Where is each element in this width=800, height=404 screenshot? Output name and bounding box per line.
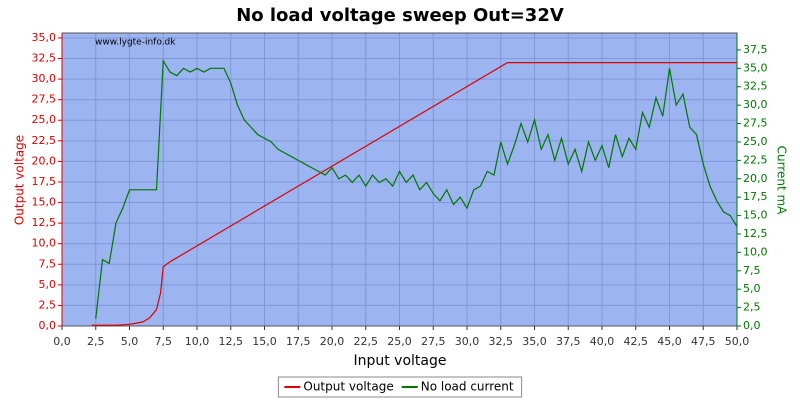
y2-tick-label: 35,0 — [743, 61, 768, 74]
y-tick-label: 12,5 — [32, 216, 57, 229]
x-tick-label: 45,0 — [657, 335, 682, 348]
y-tick-label: 17,5 — [32, 175, 57, 188]
watermark: www.lygte-info.dk — [95, 38, 176, 48]
x-tick-label: 47,5 — [691, 335, 716, 348]
x-tick-label: 17,5 — [286, 335, 311, 348]
y2-tick-label: 5,0 — [743, 282, 761, 295]
x-tick-label: 12,5 — [219, 335, 244, 348]
x-tick-label: 35,0 — [522, 335, 547, 348]
y2-tick-label: 17,5 — [743, 190, 768, 203]
y-tick-label: 2,5 — [39, 298, 57, 311]
legend-label: Output voltage — [303, 380, 393, 394]
x-tick-label: 7,5 — [155, 335, 173, 348]
y-tick-label: 15,0 — [32, 196, 57, 209]
y2-tick-label: 15,0 — [743, 209, 768, 222]
y2-tick-label: 0,0 — [743, 319, 761, 332]
x-tick-label: 5,0 — [121, 335, 139, 348]
y2-tick-label: 27,5 — [743, 117, 768, 130]
legend-box — [277, 376, 523, 398]
y2-axis-label: Current mA — [775, 146, 789, 216]
x-tick-label: 0,0 — [53, 335, 71, 348]
x-tick-label: 42,5 — [624, 335, 649, 348]
y2-tick-label: 37,5 — [743, 43, 768, 56]
x-tick-label: 15,0 — [252, 335, 277, 348]
y-tick-label: 10,0 — [32, 237, 57, 250]
legend-label: No load current — [421, 380, 514, 394]
y2-tick-label: 7,5 — [743, 264, 761, 277]
y2-tick-label: 30,0 — [743, 98, 768, 111]
x-axis-label: Input voltage — [353, 353, 446, 369]
y2-tick-label: 22,5 — [743, 153, 768, 166]
y-tick-label: 20,0 — [32, 154, 57, 167]
y2-tick-label: 12,5 — [743, 227, 768, 240]
y-tick-label: 30,0 — [32, 72, 57, 85]
y-tick-label: 35,0 — [32, 31, 57, 44]
y2-tick-label: 2,5 — [743, 301, 761, 314]
chart-title: No load voltage sweep Out=32V — [236, 5, 564, 26]
x-tick-label: 22,5 — [354, 335, 379, 348]
x-tick-label: 32,5 — [489, 335, 514, 348]
y2-tick-label: 20,0 — [743, 172, 768, 185]
x-tick-label: 30,0 — [455, 335, 480, 348]
y-tick-label: 25,0 — [32, 113, 57, 126]
x-tick-label: 25,0 — [387, 335, 412, 348]
x-tick-label: 20,0 — [320, 335, 345, 348]
y-tick-label: 0,0 — [39, 319, 57, 332]
y2-tick-label: 10,0 — [743, 245, 768, 258]
y-tick-label: 5,0 — [39, 278, 57, 291]
y-tick-label: 7,5 — [39, 257, 57, 270]
series-line — [91, 62, 737, 326]
y2-tick-label: 25,0 — [743, 135, 768, 148]
x-tick-label: 50,0 — [725, 335, 750, 348]
y2-tick-label: 32,5 — [743, 80, 768, 93]
x-tick-label: 2,5 — [87, 335, 105, 348]
y-tick-label: 27,5 — [32, 93, 57, 106]
x-tick-label: 27,5 — [421, 335, 446, 348]
y-tick-label: 22,5 — [32, 134, 57, 147]
y-axis-label: Output voltage — [13, 135, 27, 225]
y-tick-label: 32,5 — [32, 52, 57, 65]
x-tick-label: 40,0 — [590, 335, 615, 348]
series-line — [95, 59, 738, 319]
x-tick-label: 37,5 — [556, 335, 581, 348]
x-tick-label: 10,0 — [185, 335, 210, 348]
